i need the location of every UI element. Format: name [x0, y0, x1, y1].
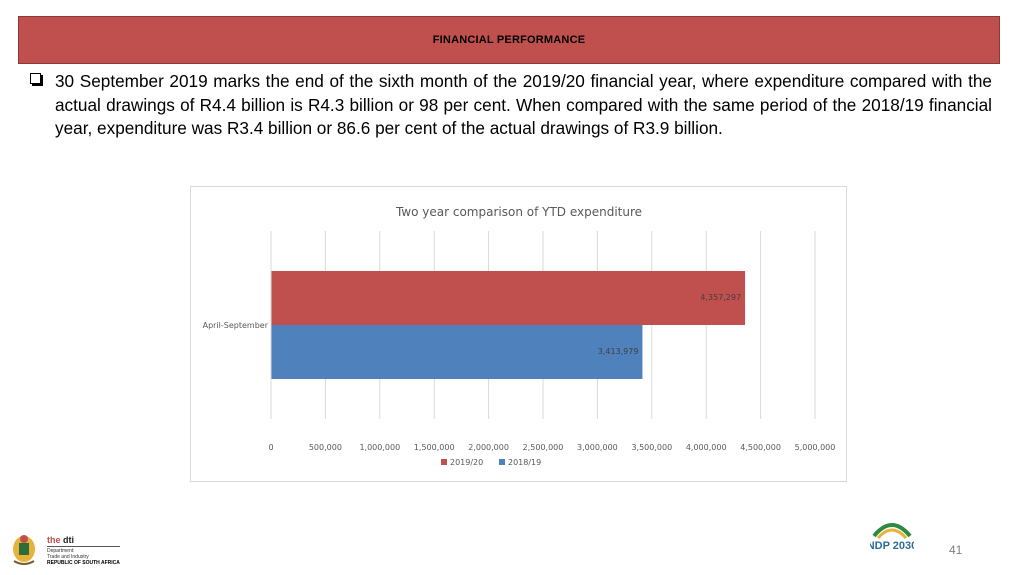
- x-tick-label: 4,000,000: [686, 443, 727, 452]
- x-tick-label: 0: [268, 443, 273, 452]
- x-tick-label: 500,000: [309, 443, 342, 452]
- x-tick-label: 3,000,000: [577, 443, 618, 452]
- legend-swatch: [441, 459, 447, 465]
- x-tick-label: 2,000,000: [468, 443, 509, 452]
- coat-of-arms-icon: [13, 535, 35, 565]
- country-label: REPUBLIC OF SOUTH AFRICA: [47, 560, 120, 566]
- x-tick-label: 5,000,000: [795, 443, 836, 452]
- legend-entry: 2018/19: [508, 458, 541, 467]
- bar-chart: Two year comparison of YTD expenditure 0 5…: [203, 205, 836, 467]
- logo-divider: [47, 546, 120, 547]
- x-tick-label: 1,500,000: [414, 443, 455, 452]
- data-label: 3,413,979: [598, 347, 639, 356]
- x-tick-label: 1,000,000: [359, 443, 400, 452]
- chart-title: Two year comparison of YTD expenditure: [395, 205, 642, 219]
- legend-swatch: [499, 459, 505, 465]
- chart-container: Two year comparison of YTD expenditure 0 5…: [190, 186, 847, 482]
- legend-entry: 2019/20: [450, 458, 483, 467]
- bar-2019-20: [271, 271, 746, 325]
- x-tick-label: 3,500,000: [631, 443, 672, 452]
- title-banner: FINANCIAL PERFORMANCE: [18, 16, 1000, 64]
- x-tick-label: 2,500,000: [523, 443, 564, 452]
- bar-2018-19: [271, 325, 643, 379]
- ndp-logo-text: NDP 2030: [870, 540, 914, 552]
- page-number: 41: [949, 543, 963, 557]
- x-tick-label: 4,500,000: [740, 443, 781, 452]
- dti-logo-text: the dti: [47, 535, 75, 545]
- department-label: Department: Trade and Industry: [47, 548, 89, 560]
- category-label: April-September: [203, 321, 269, 330]
- data-label: 4,357,297: [700, 293, 741, 302]
- bullet-paragraph: 30 September 2019 marks the end of the s…: [55, 71, 992, 138]
- ndp-2030-logo-icon: NDP 2030: [870, 523, 914, 552]
- page-title: FINANCIAL PERFORMANCE: [432, 34, 586, 46]
- square-bullet-icon: [30, 73, 41, 84]
